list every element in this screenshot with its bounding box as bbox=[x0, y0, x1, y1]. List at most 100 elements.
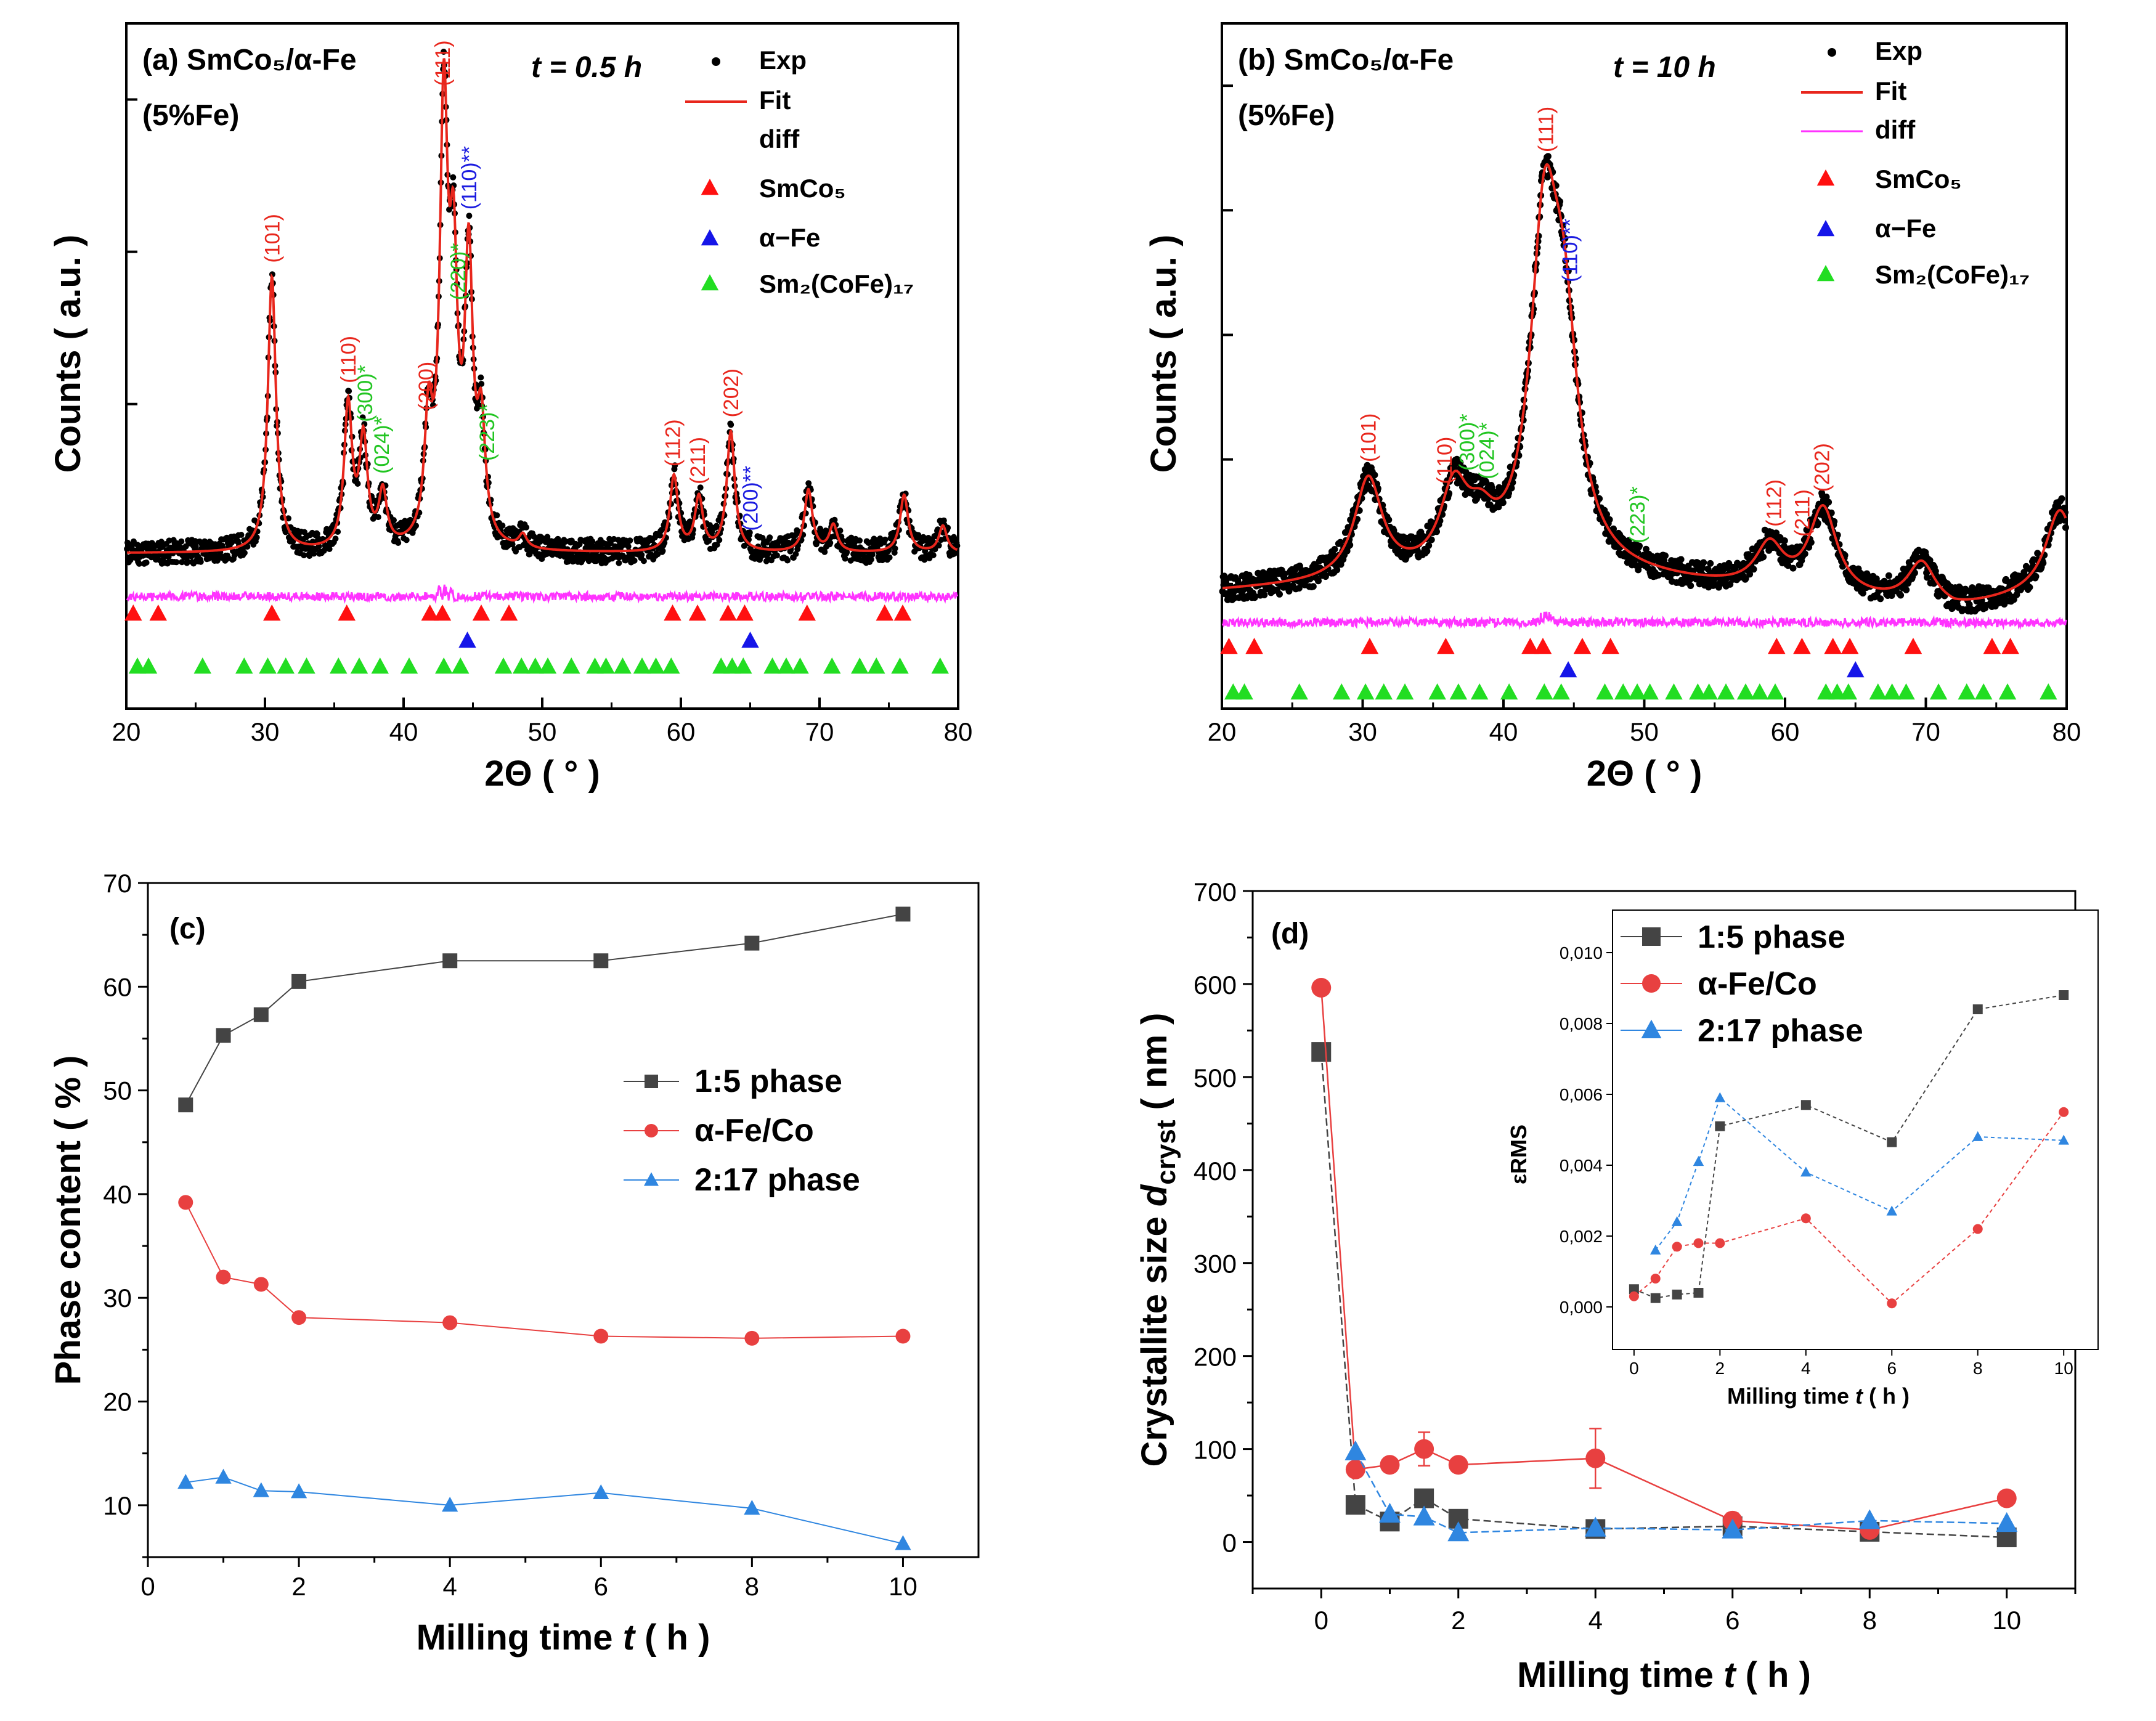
b-reflection-marker bbox=[1751, 683, 1769, 700]
b-reflection-marker bbox=[1559, 661, 1577, 678]
b-reflection-marker bbox=[1641, 683, 1659, 700]
b-reflection-marker bbox=[1449, 683, 1468, 700]
d-inset-x-axis-label: Milling time t ( h ) bbox=[1727, 1383, 1910, 1409]
b-peak-label: (101) bbox=[1357, 413, 1381, 462]
d-x-axis-label-text: Milling time bbox=[1517, 1655, 1723, 1695]
d-x-axis-label-var: t bbox=[1723, 1655, 1737, 1695]
b-panel-label: (b) SmCo₅/α-Fe bbox=[1238, 44, 1454, 76]
a-xtick-label-20: 20 bbox=[112, 717, 141, 746]
c-data-point bbox=[442, 1497, 458, 1512]
d-inset-data-point bbox=[1715, 1238, 1725, 1248]
d-inset-data-point bbox=[1671, 1216, 1683, 1226]
b-reflection-marker bbox=[1220, 638, 1238, 654]
d-inset-ytick-label: 0,000 bbox=[1560, 1298, 1603, 1317]
c-data-point bbox=[178, 1097, 193, 1113]
d-data-point bbox=[1858, 1509, 1881, 1529]
b-reflection-marker bbox=[1828, 683, 1846, 700]
a-reflection-marker bbox=[798, 604, 816, 621]
b-reflection-marker bbox=[1534, 638, 1552, 654]
a-reflection-marker bbox=[586, 657, 604, 674]
b-peak-label: (111) bbox=[1535, 107, 1558, 152]
b-reflection-marker bbox=[1375, 683, 1393, 700]
d-data-point bbox=[1311, 977, 1332, 998]
b-reflection-marker bbox=[1768, 638, 1786, 654]
b-reflection-marker bbox=[1573, 638, 1592, 654]
a-legend-entry: SmCo₅ bbox=[759, 174, 846, 203]
d-inset-data-point bbox=[1650, 1274, 1661, 1284]
a-reflection-marker bbox=[614, 657, 632, 674]
c-panel-label: (c) bbox=[169, 913, 206, 945]
d-inset-xtick-label: 8 bbox=[1973, 1359, 1983, 1378]
b-xtick-label-40: 40 bbox=[1489, 717, 1518, 746]
a-peak-label: (110)** bbox=[458, 146, 481, 210]
c-data-point bbox=[593, 1328, 609, 1344]
b-reflection-marker bbox=[1974, 683, 1993, 700]
c-data-point bbox=[744, 1500, 760, 1515]
b-peak-label: (300)* bbox=[1456, 413, 1479, 471]
d-data-point bbox=[1413, 1505, 1435, 1526]
a-reflection-marker bbox=[734, 657, 752, 674]
a-reflection-marker bbox=[647, 657, 665, 674]
panel-b-xrd: 20 30 40 50 60 70 80 2Θ ( ° ) Counts ( a.u. ) (10… bbox=[1144, 22, 2081, 794]
panel-c-phase-content: 0 2 4 6 8 10 10 20 30 40 50 60 70 Milling time t ( h … bbox=[48, 869, 980, 1658]
d-inset-data-point bbox=[1972, 1131, 1983, 1141]
c-ytick-label: 50 bbox=[103, 1076, 132, 1105]
d-xtick-label: 10 bbox=[1992, 1606, 2021, 1635]
a-legend-exp-symbol bbox=[712, 57, 720, 66]
d-ytick-label: 600 bbox=[1194, 970, 1237, 999]
d-ytick-label: 0 bbox=[1222, 1529, 1237, 1558]
c-data-point bbox=[744, 1330, 760, 1346]
b-peak-label: (211) bbox=[1791, 489, 1814, 537]
a-reflection-marker bbox=[277, 657, 295, 674]
b-peak-label: (223)* bbox=[1626, 486, 1650, 543]
b-legend-entry: SmCo₅ bbox=[1875, 165, 1962, 193]
c-data-point bbox=[442, 1315, 458, 1330]
a-reflection-marker bbox=[791, 657, 809, 674]
b-xtick-label-50: 50 bbox=[1630, 717, 1659, 746]
d-inset-xtick-label: 2 bbox=[1715, 1359, 1725, 1378]
a-reflection-marker bbox=[193, 657, 211, 674]
c-legend-entry: α-Fe/Co bbox=[694, 1113, 814, 1149]
d-inset-data-point bbox=[1887, 1298, 1897, 1309]
b-xtick-label-60: 60 bbox=[1771, 717, 1800, 746]
c-frame bbox=[147, 882, 980, 1558]
a-reflection-marker bbox=[513, 657, 531, 674]
c-x-axis-label-text: Milling time bbox=[417, 1617, 623, 1658]
d-ytick-label: 100 bbox=[1194, 1436, 1237, 1465]
a-xtick-label-40: 40 bbox=[389, 717, 418, 746]
a-reflection-marker bbox=[458, 632, 476, 648]
d-inset-y-axis-label: εRMS bbox=[1506, 1125, 1531, 1184]
d-inset-data-point bbox=[1972, 1004, 1983, 1014]
d-xtick-label: 8 bbox=[1863, 1606, 1877, 1635]
d-inset-data-point bbox=[1714, 1092, 1726, 1102]
b-reflection-marker bbox=[1356, 683, 1375, 700]
d-legend-entry: α-Fe/Co bbox=[1698, 966, 1817, 1002]
c-ytick-label: 70 bbox=[103, 869, 132, 898]
d-y-axis-label-sub: cryst bbox=[1151, 1120, 1181, 1185]
c-legend-symbol bbox=[643, 1172, 659, 1186]
d-y-axis-label-unit: ( nm ) bbox=[1134, 1013, 1174, 1120]
b-reflection-marker bbox=[1614, 683, 1632, 700]
a-reflection-marker bbox=[139, 657, 158, 674]
b-reflection-marker bbox=[1689, 683, 1707, 700]
a-legend-entry: diff bbox=[759, 124, 800, 153]
d-inset-data-point bbox=[2059, 990, 2069, 1000]
c-data-point bbox=[744, 935, 760, 951]
d-inset-series-line bbox=[1654, 1097, 2064, 1251]
d-data-point bbox=[1996, 1488, 2017, 1508]
a-peak-label: (101) bbox=[261, 214, 284, 262]
a-legend-2-17-symbol bbox=[701, 274, 719, 291]
d-inset-xtick-label: 6 bbox=[1887, 1359, 1897, 1378]
d-data-point bbox=[1584, 1516, 1606, 1537]
a-reflection-marker bbox=[298, 657, 315, 674]
a-reflection-marker bbox=[633, 657, 651, 674]
b-peak-label: (202) bbox=[1810, 443, 1834, 492]
a-reflection-marker bbox=[124, 604, 142, 621]
a-reflection-marker bbox=[452, 657, 470, 674]
a-legend-entry: Sm₂(CoFe)₁₇ bbox=[759, 269, 914, 298]
d-inset-data-point bbox=[1693, 1156, 1704, 1166]
b-legend-exp-symbol bbox=[1828, 48, 1836, 57]
b-reflection-marker bbox=[1904, 638, 1922, 654]
